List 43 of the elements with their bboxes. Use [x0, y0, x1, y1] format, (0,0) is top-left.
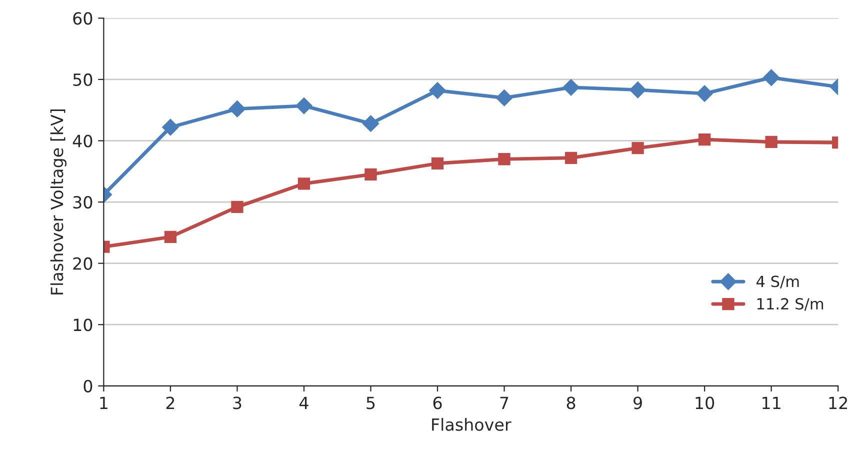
point: [296, 97, 312, 114]
point: [162, 118, 179, 136]
point: [298, 178, 310, 190]
point: [231, 200, 244, 214]
legend-label: 11.2 S/m: [757, 298, 824, 311]
point: [496, 89, 513, 106]
point: [765, 136, 778, 148]
x-axis-title: Flashover: [432, 418, 512, 431]
point: [562, 79, 580, 96]
x-tick-label: 7: [500, 396, 508, 409]
y-axis-title: Flashover Voltage [kV]: [50, 109, 66, 294]
point: [696, 85, 713, 102]
x-tick-label: 10: [696, 396, 714, 410]
x-tick-label: 1: [100, 396, 108, 409]
point: [632, 142, 644, 154]
point: [362, 115, 380, 132]
x-tick-label: 4: [299, 396, 308, 409]
y-tick-label: 30: [73, 196, 92, 209]
point: [164, 230, 177, 244]
x-tick-label: 6: [433, 396, 442, 410]
point: [429, 82, 446, 99]
x-tick-label: 3: [233, 396, 242, 410]
y-tick-label: 0: [84, 380, 92, 392]
y-tick-label: 10: [74, 318, 92, 332]
point: [364, 168, 377, 181]
point: [564, 152, 578, 164]
point: [431, 157, 444, 170]
point: [498, 153, 510, 166]
x-tick-label: 12: [829, 396, 848, 409]
x-tick-label: 11: [762, 396, 780, 409]
x-tick-label: 9: [634, 396, 642, 410]
x-tick-label: 5: [366, 396, 375, 410]
point: [762, 69, 780, 86]
y-tick-label: 40: [72, 134, 92, 148]
y-tick-label: 50: [73, 73, 92, 86]
point: [698, 133, 711, 146]
x-tick-label: 2: [166, 396, 174, 409]
x-tick-label: 8: [566, 396, 576, 410]
y-tick-label: 60: [73, 12, 92, 25]
legend-label: 4 S/m: [756, 276, 799, 288]
y-tick-label: 20: [73, 257, 92, 270]
point: [228, 100, 246, 118]
point: [629, 81, 646, 98]
